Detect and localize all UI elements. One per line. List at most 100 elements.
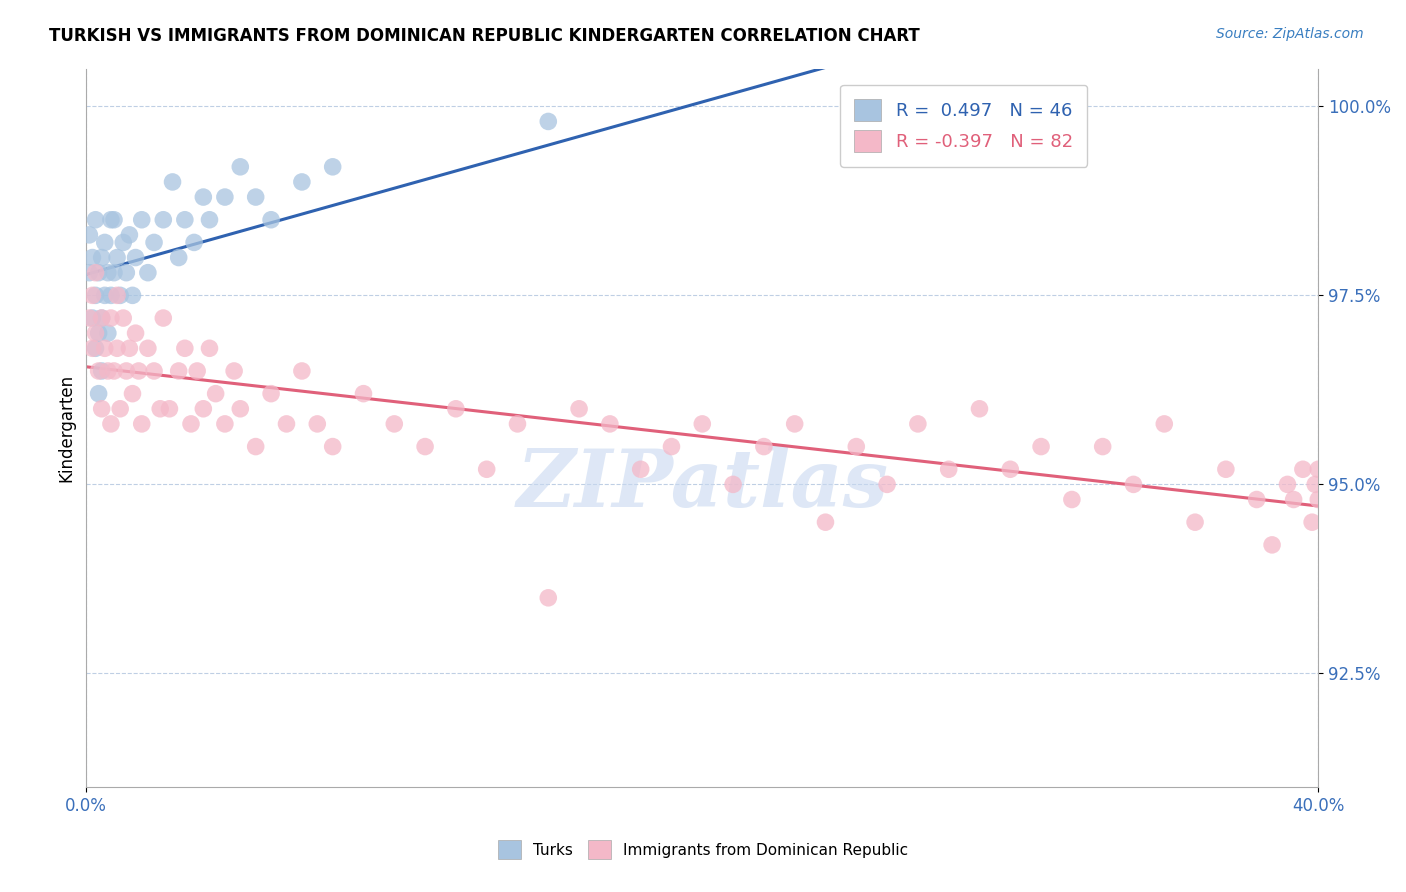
Point [229,401,252,416]
Point [475,462,498,476]
Point [87,326,110,341]
Point [969,401,991,416]
Point [152,311,174,326]
Point [84,326,107,341]
Point [291,175,314,189]
Point [322,440,344,454]
Point [112,311,135,326]
Point [112,235,135,250]
Point [193,401,215,416]
Point [82,341,104,355]
Point [84,341,107,355]
Point [87,266,110,280]
Point [783,417,806,431]
Point [167,251,190,265]
Point [131,417,153,431]
Point [128,364,150,378]
Point [413,440,436,454]
Point [568,401,591,416]
Point [1282,492,1305,507]
Point [79,227,101,242]
Point [276,417,298,431]
Point [1277,477,1299,491]
Point [214,417,236,431]
Point [721,477,744,491]
Point [353,386,375,401]
Point [291,364,314,378]
Point [322,160,344,174]
Point [186,364,208,378]
Point [260,386,283,401]
Point [90,364,112,378]
Point [115,266,138,280]
Point [1029,440,1052,454]
Point [136,341,159,355]
Point [87,386,110,401]
Point [245,440,267,454]
Point [105,341,128,355]
Point [121,288,143,302]
Point [1000,462,1022,476]
Point [84,212,107,227]
Point [82,288,104,302]
Text: ZIPatlas: ZIPatlas [516,446,889,524]
Point [90,311,112,326]
Point [90,311,112,326]
Point [444,401,467,416]
Point [105,288,128,302]
Point [143,364,166,378]
Point [167,364,190,378]
Point [938,99,960,113]
Point [118,341,141,355]
Point [198,212,221,227]
Point [307,417,329,431]
Point [1261,538,1284,552]
Point [1060,492,1083,507]
Point [938,462,960,476]
Legend: Turks, Immigrants from Dominican Republic: Turks, Immigrants from Dominican Republi… [491,832,915,866]
Point [97,364,120,378]
Point [907,417,929,431]
Point [82,251,104,265]
Point [1122,477,1144,491]
Point [537,114,560,128]
Point [149,401,172,416]
Point [214,190,236,204]
Point [183,235,205,250]
Point [100,212,122,227]
Legend: R =  0.497   N = 46, R = -0.397   N = 82: R = 0.497 N = 46, R = -0.397 N = 82 [839,85,1087,167]
Point [97,266,120,280]
Point [136,266,159,280]
Point [108,401,131,416]
Y-axis label: Kindergarten: Kindergarten [58,374,75,482]
Point [180,417,202,431]
Point [108,288,131,302]
Point [193,190,215,204]
Point [1308,462,1330,476]
Point [173,212,195,227]
Point [260,212,283,227]
Point [845,440,868,454]
Point [382,417,405,431]
Point [121,386,143,401]
Point [876,477,898,491]
Point [245,190,267,204]
Point [599,417,621,431]
Point [152,212,174,227]
Point [90,251,112,265]
Point [224,364,246,378]
Point [198,341,221,355]
Point [90,401,112,416]
Point [814,515,837,529]
Text: TURKISH VS IMMIGRANTS FROM DOMINICAN REPUBLIC KINDERGARTEN CORRELATION CHART: TURKISH VS IMMIGRANTS FROM DOMINICAN REP… [49,27,920,45]
Point [84,288,107,302]
Point [79,266,101,280]
Point [82,311,104,326]
Point [1308,492,1330,507]
Point [105,251,128,265]
Point [100,311,122,326]
Point [204,386,226,401]
Point [1303,477,1326,491]
Point [1184,515,1206,529]
Point [229,160,252,174]
